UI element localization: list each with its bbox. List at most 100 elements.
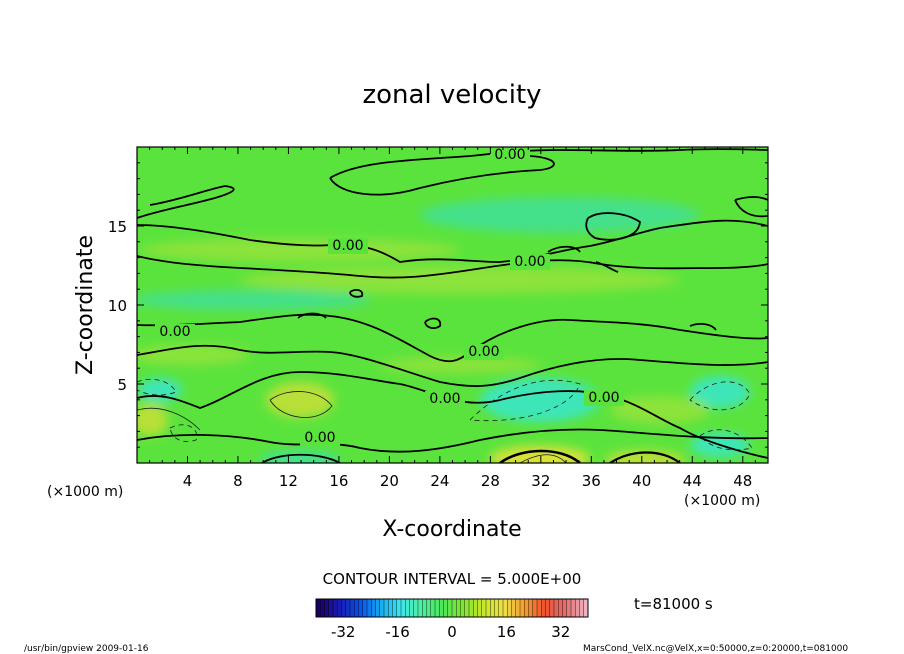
field-shade [380, 357, 540, 373]
colorbar-cell [562, 599, 568, 617]
colorbar-cell [396, 599, 402, 617]
colorbar-cell [452, 599, 457, 617]
contour-line [169, 424, 198, 442]
x-tick-label: 40 [632, 472, 651, 490]
contour-line [137, 219, 768, 263]
colorbar-cell [447, 599, 453, 617]
x-tick-label: 12 [279, 472, 298, 490]
contour-line [297, 312, 327, 319]
field-shade [140, 238, 460, 262]
contour-line [137, 344, 768, 387]
contour-label-bg [464, 344, 504, 360]
y-tick-label: 5 [117, 376, 127, 394]
contour-line [609, 451, 681, 463]
colorbar-cell [579, 599, 585, 617]
colorbar-cell [571, 599, 576, 617]
colorbar-cell [328, 599, 334, 617]
colorbar-cell [405, 599, 410, 617]
colorbar-cell [324, 599, 330, 617]
colorbar-cell [350, 599, 355, 617]
field-shade [605, 450, 685, 463]
contour-label: 0.00 [304, 430, 335, 446]
contour-line [329, 155, 555, 196]
contour-label: 0.00 [514, 254, 545, 270]
colorbar-cell [473, 599, 478, 617]
contour-label-bg [584, 390, 624, 406]
colorbar-cell [354, 599, 359, 617]
footer-left: /usr/bin/gpview 2009-01-16 [24, 644, 149, 654]
colorbar-cell [469, 599, 474, 617]
contour-label-bg [510, 254, 550, 270]
field-shade [137, 404, 168, 436]
colorbar-cell [507, 599, 512, 617]
field-shade [260, 450, 340, 463]
field-shade [266, 382, 334, 418]
colorbar-cell [511, 599, 517, 617]
contour-line [499, 449, 581, 463]
colorbar-cell [337, 599, 342, 617]
footer-right: MarsCond_VelX.nc@VelX,x=0:50000,z=0:2000… [583, 644, 848, 654]
colorbar-cell [426, 599, 432, 617]
colorbar-cell [384, 599, 389, 617]
colorbar-cell [503, 599, 508, 617]
colorbar-cell [456, 599, 461, 617]
colorbar-frame [315, 598, 589, 618]
colorbar-cell [541, 599, 546, 617]
colorbar-cell [371, 599, 376, 617]
colorbar-cell [583, 599, 589, 617]
colorbar-cell [341, 599, 347, 617]
contour-label: 0.00 [332, 238, 363, 254]
colorbar-cell [413, 599, 419, 617]
x-tick-label: 16 [329, 472, 348, 490]
field-shade [240, 266, 680, 294]
contour-lines [137, 148, 768, 463]
colorbar-cell [375, 599, 381, 617]
colorbar-cell [524, 599, 529, 617]
x-tick-label: 28 [481, 472, 500, 490]
colorbar-cell [528, 599, 534, 617]
contour-label-bg [155, 324, 195, 340]
colorbar-cell [545, 599, 551, 617]
field-shade [690, 376, 750, 408]
x-tick-label: 36 [582, 472, 601, 490]
contour-line [137, 185, 235, 219]
colorbar-cell [367, 599, 372, 617]
colorbar-cell [498, 599, 504, 617]
contour-line [349, 289, 364, 298]
contour-line [137, 255, 768, 279]
colorbar-cell [392, 599, 398, 617]
colorbar-cell [558, 599, 563, 617]
x-tick-label: 8 [233, 472, 243, 490]
colorbar-cell [358, 599, 364, 617]
colorbar-cell [566, 599, 572, 617]
y-tick-label: 10 [108, 297, 127, 315]
x-tick-label: 48 [733, 472, 752, 490]
colorbar-cell [575, 599, 580, 617]
contour-line [261, 453, 341, 463]
field-shade [420, 197, 700, 233]
colorbar-cell [532, 599, 538, 617]
contour-label-bg [328, 238, 368, 254]
contour-line [137, 428, 768, 453]
colorbar-cell [549, 599, 555, 617]
colorbar-tick-label: 0 [447, 623, 457, 641]
plot-area: 0.00 0.00 0.00 0.00 0.00 0.00 0.00 0.00 [137, 147, 768, 463]
colorbar-cell [422, 599, 427, 617]
contour-line [547, 245, 619, 273]
contour-label-bg [425, 391, 465, 407]
contour-label: 0.00 [494, 147, 525, 163]
x-tick-label: 4 [183, 472, 193, 490]
contour-line [137, 407, 201, 431]
field-shade [490, 446, 590, 463]
field-shade [480, 378, 600, 422]
contour-line [519, 454, 567, 463]
colorbar-cell [409, 599, 415, 617]
colorbar-cell [481, 599, 487, 617]
contour-line [585, 212, 641, 241]
colorbar-cell [430, 599, 436, 617]
colorbar-cell [520, 599, 525, 617]
colorbar-cell [490, 599, 495, 617]
x-axis-label: X-coordinate [382, 517, 521, 542]
colorbar-cell [515, 599, 521, 617]
